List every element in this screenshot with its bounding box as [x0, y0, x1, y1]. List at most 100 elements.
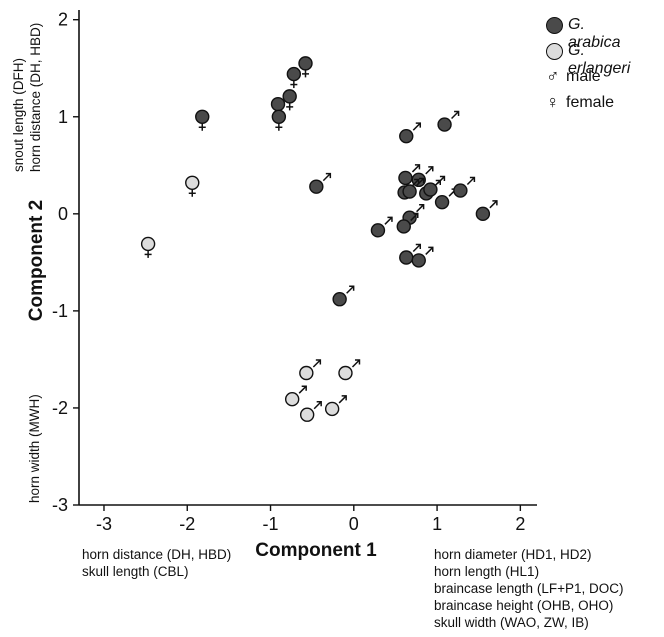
male-arrowhead-icon	[315, 359, 322, 365]
point-marker	[398, 170, 413, 186]
x-tick-label: 2	[515, 514, 525, 534]
arabica-point	[332, 285, 355, 307]
x-ticks: -3 -2 -1 0 1 2	[96, 505, 525, 534]
annotation-line: horn distance (DH, HBD)	[28, 22, 43, 172]
x-right-annotation: horn diameter (HD1, HD2) horn length (HL…	[434, 546, 623, 631]
male-arrow-icon	[384, 216, 393, 225]
male-arrowhead-icon	[454, 110, 460, 117]
arabica-point	[298, 56, 313, 78]
point-marker	[195, 109, 210, 124]
y-axis-title: Component 2	[26, 200, 47, 321]
male-arrow-icon	[425, 246, 434, 255]
annotation-line: skull length (CBL)	[82, 564, 189, 579]
male-arrowhead-icon	[419, 177, 425, 183]
point-marker	[282, 89, 297, 104]
x-tick-label: 0	[349, 514, 359, 534]
arabica-point	[309, 172, 332, 194]
male-arrow-icon	[298, 385, 307, 394]
erlangeri-swatch-icon	[546, 43, 563, 60]
erlangeri-point	[284, 385, 307, 407]
arabica-point	[370, 216, 393, 238]
male-arrow-icon	[416, 204, 425, 213]
male-arrow-icon	[451, 110, 460, 120]
point-marker	[396, 219, 411, 234]
y-tick-label: -2	[52, 398, 68, 418]
point-marker	[370, 223, 386, 238]
point-marker	[402, 184, 417, 199]
y-tick-label: 2	[58, 10, 68, 30]
annotation-line: horn length (HL1)	[434, 564, 540, 579]
annotation-line: horn width (MWH)	[27, 394, 42, 503]
male-arrow-icon	[416, 177, 425, 187]
annotation-line: horn distance (DH, HBD)	[82, 547, 232, 562]
annotation-line: horn diameter (HD1, HD2)	[434, 547, 592, 562]
male-arrowhead-icon	[316, 400, 322, 407]
annotation-line: braincase length (LF+P1, DOC)	[434, 581, 624, 596]
male-arrowhead-icon	[469, 176, 476, 183]
male-arrowhead-icon	[439, 175, 446, 182]
male-arrow-icon	[313, 401, 322, 410]
male-arrowhead-icon	[419, 203, 425, 210]
arabica-point	[282, 89, 297, 111]
x-axis-title: Component 1	[255, 540, 377, 561]
point-marker	[399, 250, 414, 265]
data-points	[140, 56, 498, 422]
point-marker	[338, 365, 353, 381]
point-marker	[434, 194, 450, 210]
arabica-point	[437, 110, 460, 132]
point-marker	[437, 117, 452, 132]
male-arrow-icon	[410, 212, 419, 221]
legend-label-female: female	[566, 94, 615, 111]
erlangeri-point	[324, 395, 347, 417]
arabica-point	[411, 246, 434, 268]
male-arrow-icon	[338, 395, 347, 404]
arabica-point	[434, 188, 457, 210]
male-arrow-icon	[436, 176, 445, 185]
point-marker	[299, 407, 315, 422]
male-arrowhead-icon	[415, 122, 422, 128]
x-tick-label: -3	[96, 514, 112, 534]
male-arrow-icon	[412, 243, 421, 253]
female-symbol-icon: ♀	[546, 92, 560, 112]
y-tick-label: 0	[58, 204, 68, 224]
x-tick-label: -1	[263, 514, 279, 534]
point-marker	[270, 96, 286, 112]
erlangeri-point	[140, 236, 156, 258]
point-marker	[271, 109, 287, 124]
male-arrowhead-icon	[428, 246, 434, 252]
point-marker	[309, 179, 324, 194]
point-marker	[475, 206, 491, 222]
point-marker	[411, 253, 426, 268]
legend-label-arabica: G. arabica	[568, 16, 621, 51]
male-arrowhead-icon	[413, 212, 419, 218]
axes	[78, 10, 537, 506]
erlangeri-point	[299, 359, 322, 381]
arabica-point	[286, 66, 302, 89]
arabica-swatch-icon	[546, 17, 563, 34]
legend-label-male: male	[566, 68, 601, 85]
male-arrow-icon	[425, 166, 434, 175]
x-tick-label: -2	[179, 514, 195, 534]
male-arrowhead-icon	[325, 172, 332, 179]
y-ticks: 2 1 0 -1 -2 -3	[52, 10, 79, 515]
arabica-point	[195, 109, 210, 131]
arabica-point	[399, 122, 422, 144]
point-marker	[298, 56, 313, 71]
erlangeri-point	[185, 175, 200, 197]
arabica-point	[475, 200, 498, 222]
y-tick-label: -3	[52, 495, 68, 515]
y-bottom-annotation: horn width (MWH)	[26, 394, 43, 503]
annotation-line: skull width (WAO, ZW, IB)	[434, 615, 589, 630]
annotation-line: braincase height (OHB, OHO)	[434, 598, 614, 613]
arabica-point	[453, 176, 476, 198]
y-tick-label: 1	[58, 107, 68, 127]
point-marker	[185, 175, 200, 190]
point-marker	[140, 236, 156, 252]
point-marker	[332, 292, 347, 307]
point-marker	[284, 392, 300, 407]
point-marker	[299, 365, 314, 381]
male-arrowhead-icon	[415, 243, 422, 249]
erlangeri-point	[299, 400, 322, 422]
male-arrowhead-icon	[428, 166, 434, 172]
